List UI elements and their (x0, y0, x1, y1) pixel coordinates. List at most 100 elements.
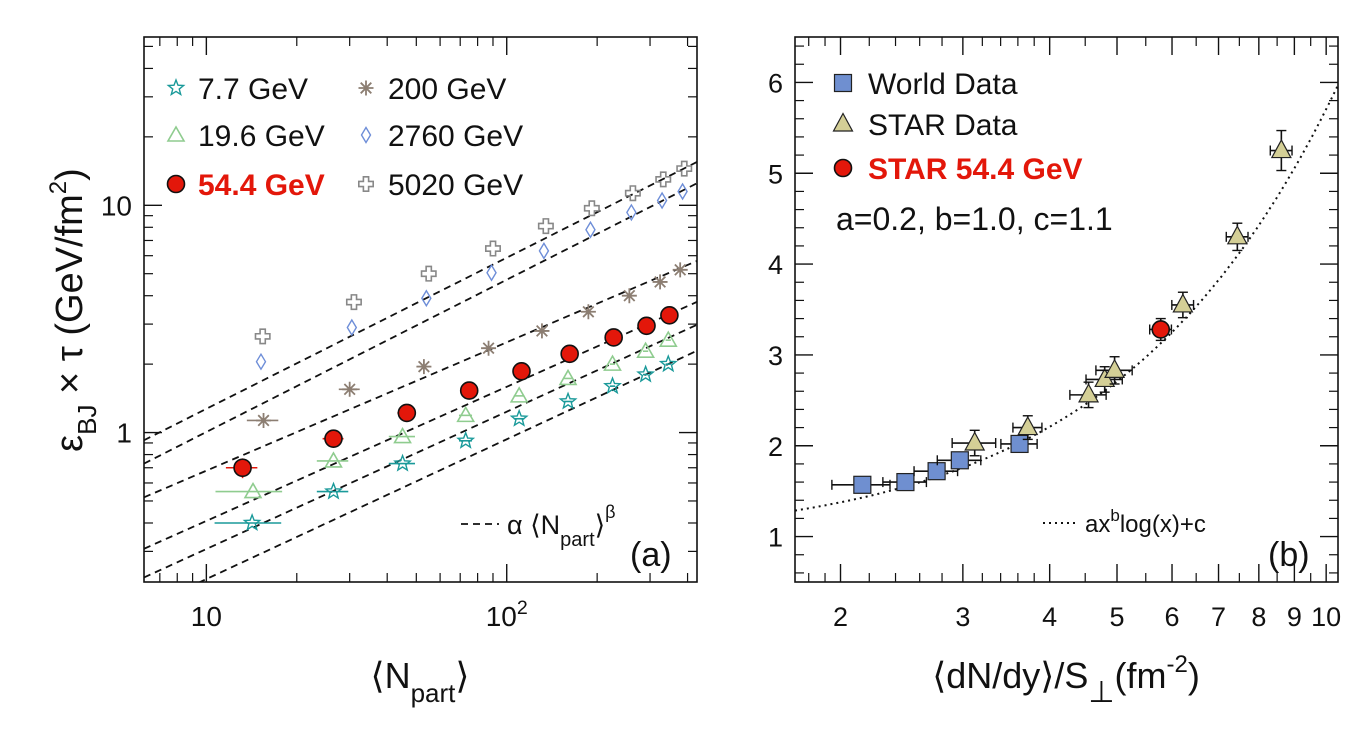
x-tick-label: 2 (833, 602, 848, 632)
data-point (621, 288, 637, 304)
data-point (509, 386, 529, 403)
data-point (256, 412, 272, 428)
fit-legend-suffix: ⟩ (595, 510, 606, 540)
x-axis-title: ⟨Npart⟩ (371, 655, 470, 708)
data-point (486, 263, 497, 282)
x-tick-label-base: 6 (1165, 602, 1180, 632)
y-tick-label: 2 (768, 432, 783, 462)
data-point (603, 354, 622, 371)
fit-legend-sub: part (560, 529, 595, 551)
x-tick-label: 10 (191, 601, 222, 632)
legend-label: STAR Data (868, 109, 1018, 142)
x-axis-title-sub: ⊥ (1088, 676, 1114, 709)
fit-line-200-gev (144, 260, 697, 499)
data-point (672, 262, 688, 278)
data-point (324, 481, 343, 500)
series-54.4-gev (225, 305, 679, 479)
data-point (1078, 383, 1100, 403)
data-point (1172, 293, 1194, 313)
x-tick-label: 4 (1042, 602, 1057, 632)
data-point (637, 316, 656, 336)
x-axis-title: ⟨dN/dy⟩/S⊥(fm-2) (932, 651, 1200, 709)
series-star-data (951, 129, 1293, 457)
data-point (509, 408, 529, 427)
legend-label: 200 GeV (388, 73, 506, 106)
fit-line-2760-gev (144, 182, 697, 465)
data-point (1104, 358, 1126, 378)
legend-marker (833, 73, 853, 93)
data-point (585, 220, 596, 239)
data-point (324, 451, 343, 468)
y-axis-title-mid: × τ (GeV/fm (49, 194, 91, 404)
series-5020-gev (254, 160, 693, 345)
series-2760-gev (255, 182, 688, 371)
data-point (658, 354, 678, 373)
legend-marker (166, 174, 186, 194)
x-tick-label-base: 3 (955, 602, 970, 632)
legend: 7.7 GeV 200 GeV 19.6 GeV 2760 GeV 54.4 GeV 50… (166, 73, 523, 202)
data-point (255, 352, 267, 371)
legend-label: 19.6 GeV (198, 120, 325, 153)
data-point (656, 191, 668, 210)
data-point (580, 304, 596, 320)
x-tick-label: 10 (1311, 602, 1341, 632)
x-tick-label: 102 (486, 597, 528, 632)
y-tick-label: 3 (768, 341, 783, 371)
fit-line-54.4-gev (144, 301, 697, 550)
data-point (677, 182, 688, 201)
y-tick-label: 10 (101, 190, 132, 221)
legend-item: 54.4 GeV (166, 169, 325, 202)
data-point (538, 242, 550, 260)
y-tick-label: 5 (768, 159, 783, 189)
legend-item: 7.7 GeV (166, 73, 308, 106)
series-19.6-gev (215, 330, 678, 499)
data-point (896, 472, 915, 492)
panel-label: (a) (630, 536, 672, 574)
data-point (397, 403, 417, 423)
plot-frame (794, 36, 1339, 583)
x-axis-title-sup: -2 (1166, 651, 1187, 678)
data-point (1226, 225, 1248, 245)
data-point (626, 203, 637, 222)
data-point (242, 513, 262, 532)
fit-line-19.6-gev (144, 323, 697, 579)
x-axis-title-main: ⟨N (371, 655, 411, 696)
plot-frame (143, 36, 698, 583)
data-point (603, 376, 622, 395)
y-axis-title-main: ε (49, 435, 91, 452)
series-7.7-gev (214, 354, 678, 532)
data-point (1017, 415, 1039, 436)
fit-line-7.7-gev (197, 349, 697, 582)
y-tick-label: 1 (116, 418, 132, 449)
legend-item: 19.6 GeV (166, 120, 325, 153)
x-axis-title-mid: (fm (1114, 655, 1166, 696)
legend-item: STAR Data (832, 109, 1018, 142)
data-point (636, 341, 655, 358)
y-axis-title-sup: 2 (45, 181, 72, 194)
legend-item: 5020 GeV (357, 169, 523, 202)
x-tick-label: 6 (1165, 602, 1180, 632)
legend-label: 7.7 GeV (198, 73, 308, 106)
y-axis-title-end: ) (49, 168, 91, 181)
legend-item: World Data (833, 68, 1018, 101)
data-point (853, 475, 872, 494)
fit-line-5020-gev (144, 161, 697, 442)
series-200-gev (246, 262, 688, 428)
y-tick-label: 1 (768, 523, 783, 553)
data-point (964, 431, 986, 451)
data-point (393, 453, 413, 472)
data-point (484, 240, 501, 257)
y-tick-label: 6 (768, 68, 783, 98)
fit-legend-sup: β (605, 502, 615, 522)
data-point (421, 289, 432, 308)
data-point (1151, 320, 1171, 339)
y-axis-title: εBJ × τ (GeV/fm2) (45, 168, 102, 452)
data-point (459, 381, 479, 400)
legend-label: 2760 GeV (388, 120, 523, 153)
data-point (1010, 434, 1029, 454)
fit-legend-prefix: α ⟨N (507, 510, 560, 540)
x-axis-title-main: ⟨dN/dy⟩/S (932, 655, 1088, 696)
data-point (950, 451, 969, 470)
x-tick-label-sup: 2 (517, 597, 528, 619)
